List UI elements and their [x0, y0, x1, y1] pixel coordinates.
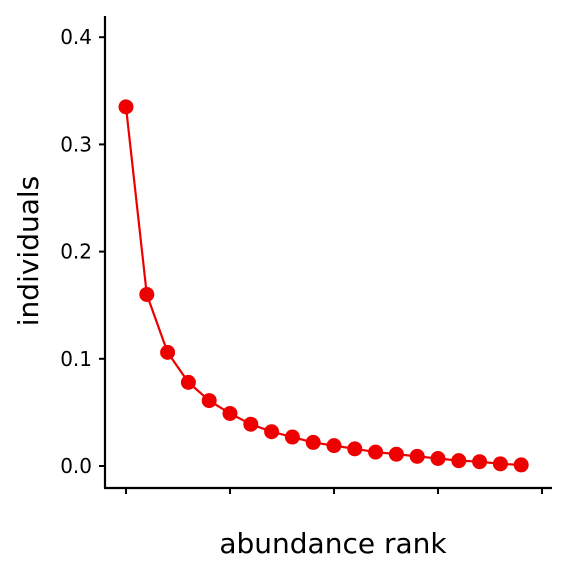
data-point [305, 434, 321, 450]
x-ticks [125, 488, 543, 494]
y-axis-title: individuals [12, 176, 45, 326]
x-axis-title: abundance rank [219, 527, 447, 560]
data-point [451, 453, 467, 469]
data-point [513, 457, 529, 473]
axes [103, 16, 552, 490]
data-point [264, 424, 280, 440]
data-point [160, 344, 176, 360]
y-tick-label: 0.4 [60, 25, 92, 49]
data-point [222, 405, 238, 421]
data-point [368, 444, 384, 460]
series-line [124, 106, 522, 467]
data-point [347, 441, 363, 457]
y-ticks: 0.0 0.1 0.2 0.3 0.4 [60, 25, 105, 478]
data-point [326, 438, 342, 454]
data-point [409, 448, 425, 464]
series-layer [118, 99, 529, 473]
y-tick-label: 0.1 [60, 347, 92, 371]
data-point [472, 454, 488, 470]
y-tick-label: 0.2 [60, 240, 92, 264]
data-point [388, 446, 404, 462]
y-tick-label: 0.3 [60, 132, 92, 156]
data-point [430, 450, 446, 466]
data-point [284, 429, 300, 445]
data-point [492, 456, 508, 472]
data-point [201, 393, 217, 409]
data-point [243, 416, 259, 432]
data-point [118, 99, 134, 115]
data-point [180, 374, 196, 390]
data-point [139, 286, 155, 302]
y-tick-label: 0.0 [60, 454, 92, 478]
